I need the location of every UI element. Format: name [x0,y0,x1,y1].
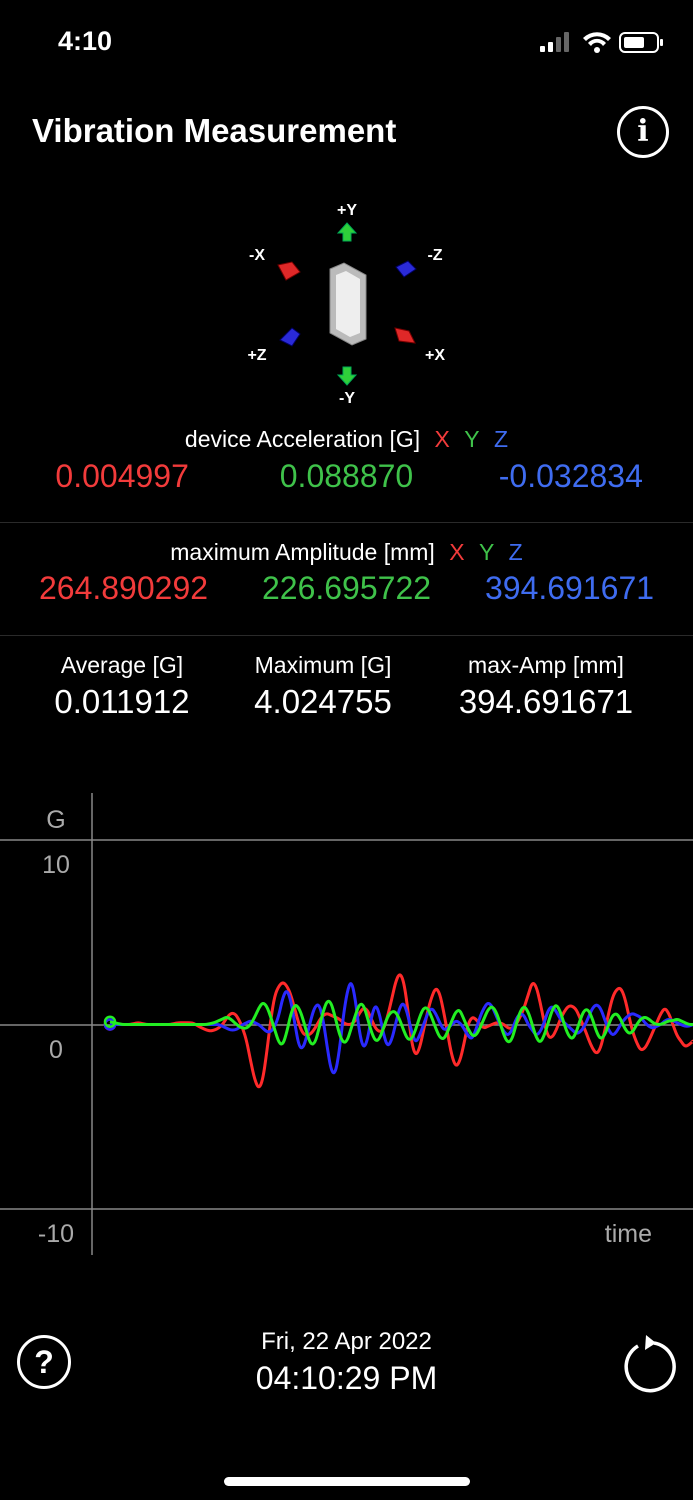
max-amplitude-header: maximum Amplitude [mm] X Y Z [0,539,693,566]
label-plus-y: +Y [337,202,357,219]
y-axis-label: G [46,806,65,834]
divider [0,522,693,523]
stat-max-amp-label: max-Amp [mm] [468,652,624,678]
measurement-time: 04:10:29 PM [255,1360,438,1396]
battery-icon [619,32,663,53]
axis-x-label: X [449,539,465,565]
acceleration-y-value: 0.088870 [279,458,414,494]
phone-icon [329,262,367,346]
label-minus-y: -Y [339,390,355,407]
home-indicator [224,1477,470,1486]
axis-z-label: Z [508,539,523,565]
help-button[interactable]: ? [17,1335,71,1389]
label-minus-z: -Z [427,247,442,264]
axis-y-label: Y [464,426,480,452]
acceleration-chart: G 10 0 -10 time [0,793,693,1255]
y-tick-label: 0 [49,1036,63,1064]
max-amplitude-label: maximum Amplitude [mm] [170,539,435,565]
wifi-icon [583,32,611,53]
device-acceleration-header: device Acceleration [G] X Y Z [0,426,693,453]
arrow-minus-z-icon [395,260,417,278]
device-acceleration-label: device Acceleration [G] [184,426,421,452]
status-time: 4:10 [58,26,113,56]
acceleration-x-value: 0.004997 [55,458,189,494]
stat-max-amp-value: 394.691671 [458,683,634,720]
axis-z-label: Z [494,426,509,452]
series-y-line [109,999,693,1046]
info-icon: i [637,114,649,149]
acceleration-z-value: -0.032834 [498,458,643,494]
stat-average-label: Average [G] [60,652,184,678]
axis-x-label: X [434,426,450,452]
series-x-line [109,973,693,1089]
series-start-marker [103,1015,117,1028]
stat-max-amp: max-Amp [mm] 394.691671 [436,652,656,721]
label-plus-z: +Z [247,347,266,364]
amplitude-x-value: 264.890292 [38,570,209,606]
measurement-date: Fri, 22 Apr 2022 [261,1328,432,1355]
arrow-plus-z-icon [279,327,301,347]
refresh-icon [624,1335,676,1393]
page-title: Vibration Measurement [32,112,397,149]
amplitude-y-value: 226.695722 [261,570,432,606]
arrow-minus-y-icon [336,366,358,386]
arrow-minus-x-icon [277,261,301,281]
device-acceleration-values: 0.004997 0.088870 -0.032834 [0,458,693,495]
status-icons [540,32,663,53]
reset-button[interactable] [620,1333,678,1393]
arrow-plus-y-icon [336,222,358,242]
divider [0,635,693,636]
stat-average-value: 0.011912 [54,683,190,720]
max-amplitude-values: 264.890292 226.695722 394.691671 [0,570,693,607]
signal-icon [540,32,569,52]
stat-average: Average [G] 0.011912 [22,652,222,721]
stat-maximum-value: 4.024755 [254,683,392,720]
arrow-plus-x-icon [394,327,416,344]
y-tick-label: 10 [42,851,70,879]
stat-maximum-label: Maximum [G] [254,652,392,678]
info-button[interactable]: i [617,106,669,158]
help-icon: ? [34,1344,54,1380]
amplitude-z-value: 394.691671 [484,570,655,606]
series-layer [103,973,693,1089]
label-plus-x: +X [425,347,445,364]
x-axis-label: time [605,1220,652,1248]
y-tick-label: -10 [38,1220,74,1248]
label-minus-x: -X [249,247,265,264]
axis-y-label: Y [478,539,495,565]
stat-maximum: Maximum [G] 4.024755 [223,652,423,721]
orientation-diagram: +Y -Y -X +X -Z +Z [247,202,445,407]
